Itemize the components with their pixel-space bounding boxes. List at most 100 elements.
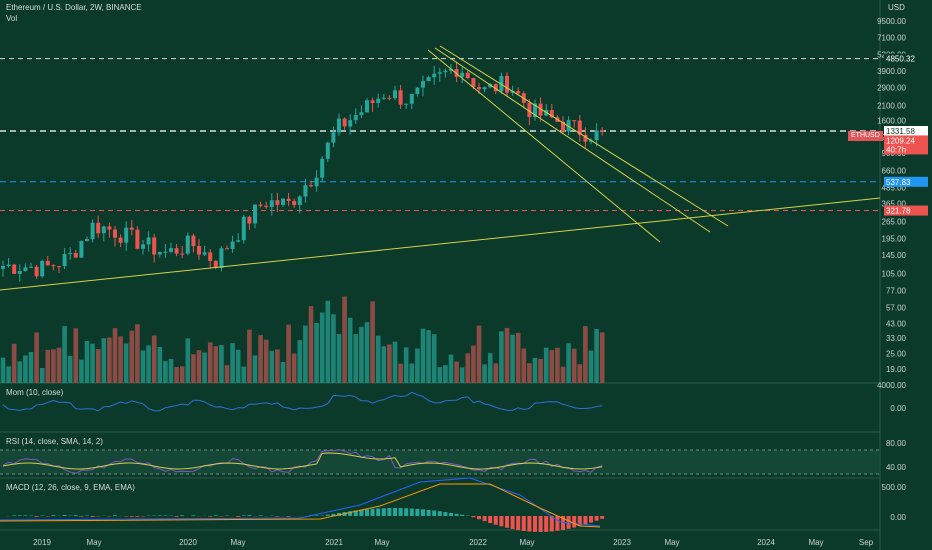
macd-histogram-bar xyxy=(241,515,246,516)
time-axis-label: May xyxy=(808,538,823,547)
candle-body xyxy=(101,226,106,234)
candle-body xyxy=(600,130,605,133)
volume-bar xyxy=(62,326,67,383)
candle-body xyxy=(477,87,481,90)
volume-bar xyxy=(465,353,471,383)
candle-body xyxy=(79,241,84,258)
candle-body xyxy=(281,198,285,205)
candle-body xyxy=(118,237,123,243)
macd-histogram-bar xyxy=(499,516,504,527)
volume-bar xyxy=(235,349,241,383)
badge-countdown: 40:7h xyxy=(886,145,906,154)
macd-histogram-bar xyxy=(79,516,84,517)
macd-histogram-bar xyxy=(286,516,291,517)
volume-bar xyxy=(347,317,353,383)
volume-bar xyxy=(375,335,381,383)
candle-body xyxy=(577,120,582,135)
macd-histogram-bar xyxy=(482,516,487,522)
candle-body xyxy=(1,265,5,269)
candle-body xyxy=(17,271,22,274)
macd-histogram-bar xyxy=(471,516,476,518)
volume-bar xyxy=(543,347,549,383)
volume-bar xyxy=(286,324,291,383)
macd-histogram-bar xyxy=(555,516,560,531)
time-axis-label: 2021 xyxy=(325,538,343,547)
macd-histogram-bar xyxy=(213,515,218,516)
candle-body xyxy=(409,93,414,104)
volume-bar xyxy=(583,326,588,383)
macd-histogram-bar xyxy=(432,510,437,516)
volume-bar xyxy=(426,330,431,383)
candle-body xyxy=(527,102,532,118)
price-axis-label: 365.00 xyxy=(882,200,907,209)
candle-body xyxy=(185,235,190,254)
volume-bar xyxy=(532,357,538,383)
volume-bar xyxy=(163,361,168,383)
candle-body xyxy=(275,200,280,205)
volume-bar xyxy=(471,345,476,383)
volume-bar xyxy=(370,301,375,383)
time-axis-label: May xyxy=(664,538,679,547)
candle-body xyxy=(197,245,201,255)
candle-body xyxy=(62,254,67,267)
macd-histogram-bar xyxy=(353,510,358,516)
badge-blue-bg xyxy=(884,176,928,187)
candle-body xyxy=(549,110,554,118)
volume-bar xyxy=(381,346,387,383)
price-axis-label: 105.00 xyxy=(882,269,907,278)
candle-body xyxy=(365,100,369,113)
volume-bar xyxy=(521,348,527,383)
candle-body xyxy=(572,120,577,122)
price-axis-label: 77.00 xyxy=(886,287,907,296)
macd-histogram-bar xyxy=(454,513,459,516)
candle-body xyxy=(29,266,33,268)
badge-countdown-bg xyxy=(884,144,928,155)
time-axis-label: May xyxy=(230,538,245,547)
rsi-axis-label: 40.00 xyxy=(886,463,907,472)
macd-histogram-bar xyxy=(477,516,481,520)
macd-histogram-bar xyxy=(174,516,179,517)
volume-bar xyxy=(140,350,146,383)
volume-bar xyxy=(84,340,90,383)
candle-body xyxy=(393,90,397,99)
candle-body xyxy=(471,78,476,88)
volume-bar xyxy=(263,339,269,383)
volume-bar xyxy=(577,364,583,383)
volume-bar xyxy=(297,340,303,383)
candle-body xyxy=(303,185,308,197)
candle-body xyxy=(219,248,224,268)
price-axis-label: 57.00 xyxy=(886,303,907,312)
badge-resistance-bg xyxy=(884,53,928,64)
candle-body xyxy=(538,103,543,116)
volume-bar xyxy=(476,325,482,383)
mom-label: Mom (10, close) xyxy=(6,388,64,397)
badge-current: 1331.58 xyxy=(886,127,915,136)
candle-body xyxy=(370,100,375,103)
volume-bar xyxy=(230,343,235,383)
macd-histogram-bar xyxy=(404,508,409,516)
macd-histogram-bar xyxy=(594,516,599,521)
macd-histogram-bar xyxy=(129,516,134,517)
volume-bar xyxy=(241,366,247,383)
macd-axis-label: 500.00 xyxy=(882,483,907,492)
candle-body xyxy=(482,87,487,90)
macd-histogram-bar xyxy=(533,516,537,532)
candle-body xyxy=(465,72,470,79)
macd-histogram-bar xyxy=(381,508,386,516)
volume-bar xyxy=(280,361,286,383)
volume-label: Vol xyxy=(6,14,18,23)
volume-bar xyxy=(331,314,336,383)
volume-bar xyxy=(73,328,79,383)
mom-axis-label: 0.00 xyxy=(890,404,906,413)
ticker-tag: ETHUSD xyxy=(848,131,883,141)
volume-bar xyxy=(135,324,140,383)
candle-body xyxy=(264,205,269,207)
price-axis-label: 43.00 xyxy=(886,319,907,328)
volume-axis-label: 4000.00 xyxy=(877,381,906,390)
volume-bar xyxy=(213,346,219,383)
volume-bar xyxy=(28,351,34,383)
volume-bar xyxy=(129,330,135,383)
volume-bar xyxy=(23,355,28,383)
volume-bar xyxy=(101,338,107,383)
